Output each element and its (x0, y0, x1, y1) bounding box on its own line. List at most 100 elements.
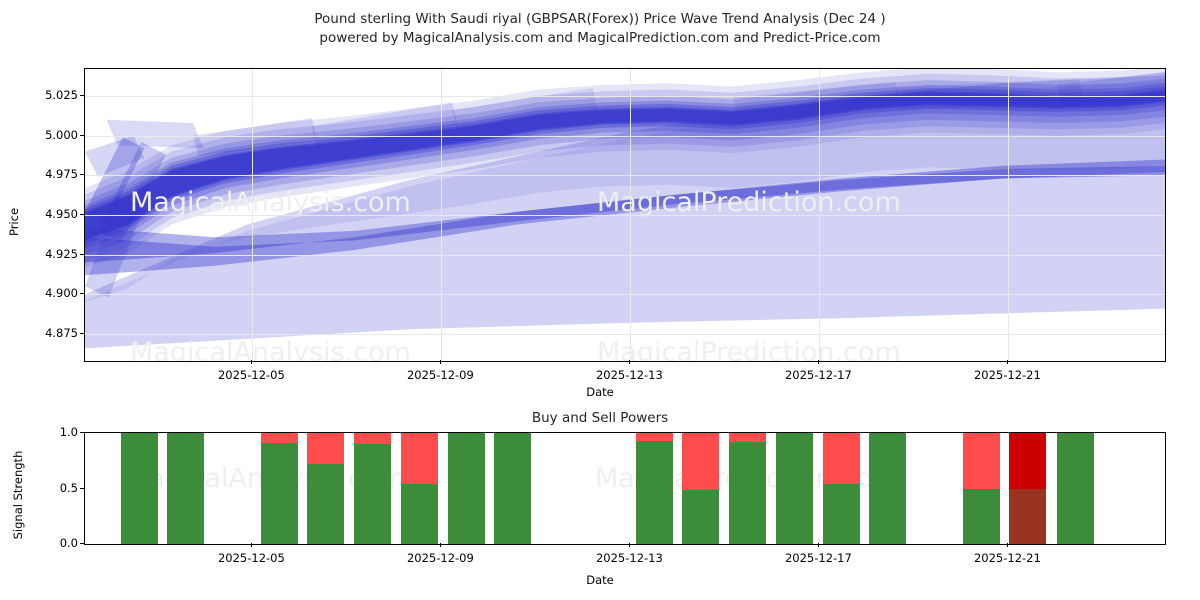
x-tick-label: 2025-12-09 (406, 368, 474, 382)
gridline-vertical (441, 69, 443, 361)
signal-bar (120, 433, 158, 544)
x-tick-label: 2025-12-21 (973, 551, 1041, 565)
chart-title-block: Pound sterling With Saudi riyal (GBPSAR(… (0, 10, 1200, 48)
wave-band (85, 135, 145, 177)
signal-bar (962, 433, 1000, 544)
buy-power-segment (401, 484, 439, 544)
wave-band (85, 165, 1165, 276)
price-wave-bands (85, 69, 1165, 349)
gridline-horizontal (85, 215, 1165, 216)
buy-power-segment (776, 433, 814, 544)
wave-band (98, 142, 166, 244)
buy-sell-title: Buy and Sell Powers (531, 410, 669, 426)
y-tick-mark (80, 94, 84, 96)
x-tick-mark (629, 360, 631, 364)
wave-band (85, 196, 145, 298)
x-tick-label: 2025-12-17 (784, 551, 852, 565)
x-axis-label-date-upper: Date (586, 385, 614, 399)
gridline-horizontal (85, 254, 1165, 256)
price-wave-chart: MagicalAnalysis.com MagicalPrediction.com… (0, 60, 1200, 405)
signal-bar (822, 433, 860, 544)
y-tick-label: 4.950 (45, 207, 78, 221)
x-tick-label: 2025-12-13 (595, 368, 663, 382)
sell-power-segment (260, 433, 298, 443)
x-tick-label: 2025-12-09 (406, 551, 474, 565)
sell-power-segment (962, 433, 1000, 489)
buy-power-segment (728, 441, 766, 544)
x-tick-mark (629, 543, 631, 547)
signal-bar (728, 433, 766, 544)
gridline-horizontal (85, 175, 1165, 177)
wave-band (85, 91, 1165, 239)
signal-bar (307, 433, 345, 544)
wave-band (733, 81, 901, 120)
y-tick-label: 4.975 (45, 167, 78, 182)
y-axis-label-price: Price (7, 207, 21, 237)
buy-sell-powers-chart: Buy and Sell Powers MagicalAnalysis.comM… (0, 410, 1200, 600)
y-tick-mark (80, 333, 84, 335)
wave-band (85, 81, 1165, 303)
x-tick-label: 2025-12-05 (217, 551, 285, 565)
y-tick-mark (80, 214, 84, 215)
sell-power-segment (635, 433, 673, 441)
sell-power-segment (728, 433, 766, 442)
signal-bar (682, 433, 720, 544)
x-tick-mark (818, 360, 820, 364)
x-tick-label: 2025-12-17 (784, 368, 852, 382)
signal-bar (1009, 433, 1047, 544)
gridline-vertical (1008, 69, 1010, 361)
wave-band (1057, 72, 1165, 108)
buy-power-segment (166, 433, 204, 544)
x-tick-mark (440, 543, 442, 547)
buy-power-segment (447, 433, 485, 544)
y-tick-mark (80, 293, 84, 295)
y-tick-label: 4.875 (45, 326, 78, 341)
y-tick-label: 5.025 (45, 87, 78, 102)
buy-power-segment (120, 433, 158, 544)
x-axis-label-date-lower: Date (586, 573, 614, 587)
buy-power-segment (682, 489, 720, 544)
x-tick-mark (440, 360, 442, 364)
sell-power-segment (822, 433, 860, 485)
signal-bar (868, 433, 906, 544)
y-tick-mark (80, 432, 84, 433)
buy-power-segment (1009, 488, 1047, 544)
gridline-horizontal (85, 95, 1165, 97)
sell-power-segment (401, 433, 439, 485)
x-tick-label: 2025-12-05 (217, 368, 285, 382)
buy-power-segment (494, 433, 532, 544)
x-tick-mark (818, 543, 820, 547)
wave-band (85, 69, 1165, 268)
wave-band (106, 119, 204, 149)
x-tick-mark (1007, 360, 1009, 364)
x-tick-mark (251, 360, 253, 364)
gridline-horizontal (85, 135, 1165, 137)
buy-power-segment (962, 488, 1000, 544)
wave-band (85, 137, 145, 225)
page-subtitle: powered by MagicalAnalysis.com and Magic… (319, 30, 881, 46)
y-tick-label: 0.5 (59, 480, 78, 495)
x-tick-mark (251, 543, 253, 547)
signal-bar (1056, 433, 1094, 544)
signal-bar (635, 433, 673, 544)
y-tick-label: 4.925 (45, 246, 78, 261)
x-tick-label: 2025-12-21 (973, 368, 1041, 382)
wave-band (452, 88, 598, 133)
wave-band (895, 78, 1084, 111)
page-title: Pound sterling With Saudi riyal (GBPSAR(… (314, 11, 886, 27)
signal-bar (166, 433, 204, 544)
price-plot-area: MagicalAnalysis.com MagicalPrediction.com… (84, 68, 1166, 362)
x-tick-mark (1007, 543, 1009, 547)
buy-power-segment (353, 444, 391, 544)
buy-power-segment (1056, 433, 1094, 544)
sell-power-segment (307, 433, 345, 465)
buy-power-segment (822, 484, 860, 544)
y-axis-label-signal-strength: Signal Strength (11, 450, 25, 540)
buy-power-segment (260, 443, 298, 544)
wave-band (193, 118, 318, 157)
signal-bar (401, 433, 439, 544)
sell-power-segment (1009, 433, 1047, 489)
x-tick-label: 2025-12-13 (595, 551, 663, 565)
sell-power-segment (353, 433, 391, 445)
